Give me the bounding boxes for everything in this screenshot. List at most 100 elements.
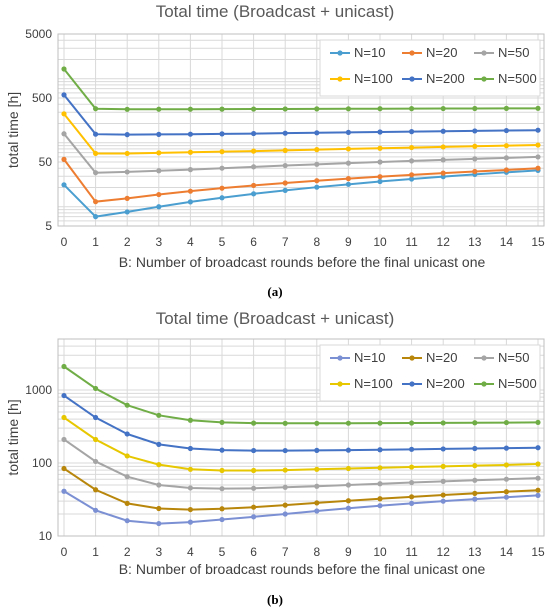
- data-point: [61, 392, 67, 399]
- data-point: [187, 445, 193, 452]
- data-point: [472, 490, 478, 496]
- series-line: [63, 68, 539, 111]
- data-point: [409, 500, 415, 506]
- x-tick-label: 6: [250, 235, 257, 249]
- y-tick-label: 5000: [25, 27, 52, 41]
- y-tick-label: 100: [32, 456, 52, 470]
- data-point: [282, 511, 288, 517]
- data-point: [156, 131, 162, 137]
- figure-caption: (b): [267, 592, 283, 607]
- data-point: [377, 129, 383, 135]
- x-tick-label: 15: [531, 545, 545, 559]
- data-point: [93, 106, 99, 112]
- data-point: [251, 106, 257, 112]
- data-point: [156, 412, 162, 418]
- data-point: [156, 191, 162, 198]
- data-point: [345, 129, 351, 136]
- data-point: [124, 518, 130, 524]
- x-axis-label: B: Number of broadcast rounds before the…: [119, 561, 486, 577]
- x-tick-label: 14: [500, 545, 514, 559]
- y-tick-label: 5: [45, 219, 52, 233]
- data-point: [535, 475, 541, 481]
- legend: [319, 39, 541, 97]
- chart-title: Total time (Broadcast + unicast): [156, 2, 395, 21]
- data-point: [124, 106, 130, 112]
- y-tick-label: 50: [39, 155, 53, 169]
- data-point: [219, 106, 225, 112]
- data-point: [251, 447, 257, 454]
- data-point: [93, 199, 99, 205]
- chart-a: Total time (Broadcast + unicast)55050050…: [5, 2, 545, 299]
- legend-label: N=50: [498, 350, 529, 365]
- legend-marker: [409, 76, 415, 82]
- legend-label: N=500: [498, 376, 537, 391]
- series-line: [63, 416, 539, 472]
- data-point: [124, 402, 130, 408]
- data-point: [345, 146, 351, 152]
- x-tick-label: 12: [437, 235, 451, 249]
- data-point: [472, 143, 478, 149]
- data-point: [219, 467, 225, 474]
- data-point: [345, 160, 351, 166]
- x-tick-label: 4: [187, 545, 194, 559]
- x-tick-label: 9: [345, 235, 352, 249]
- data-point: [314, 508, 320, 514]
- data-point: [409, 420, 415, 426]
- data-point: [377, 174, 383, 180]
- data-point: [187, 131, 193, 137]
- data-point: [472, 168, 478, 175]
- legend: [319, 344, 541, 402]
- x-axis-label: B: Number of broadcast rounds before the…: [119, 254, 486, 270]
- x-tick-label: 12: [437, 545, 451, 559]
- data-point: [409, 129, 415, 135]
- data-point: [124, 431, 130, 437]
- figure-caption: (a): [267, 284, 282, 299]
- legend-label: N=10: [354, 45, 385, 60]
- data-point: [282, 447, 288, 454]
- data-point: [503, 105, 509, 111]
- data-point: [345, 482, 351, 488]
- data-point: [440, 128, 446, 134]
- legend-marker: [481, 355, 487, 361]
- data-point: [282, 106, 288, 112]
- legend-marker: [337, 355, 343, 361]
- data-point: [472, 496, 478, 502]
- data-point: [124, 169, 130, 175]
- data-point: [377, 420, 383, 426]
- legend-marker: [409, 381, 415, 387]
- data-point: [124, 131, 130, 138]
- data-point: [535, 127, 541, 133]
- series-line: [63, 438, 539, 490]
- data-point: [377, 178, 383, 185]
- plot-area: [57, 338, 545, 537]
- data-point: [409, 144, 415, 151]
- data-point: [61, 156, 67, 162]
- data-point: [187, 417, 193, 423]
- data-point: [251, 504, 257, 510]
- data-point: [93, 458, 99, 465]
- legend-marker: [481, 76, 487, 82]
- data-point: [440, 170, 446, 176]
- legend-marker: [409, 50, 415, 56]
- x-tick-label: 4: [187, 235, 194, 249]
- data-point: [156, 150, 162, 156]
- data-point: [124, 453, 130, 459]
- data-point: [187, 519, 193, 525]
- data-point: [282, 420, 288, 426]
- x-tick-label: 14: [500, 235, 514, 249]
- data-point: [503, 494, 509, 500]
- data-point: [503, 445, 509, 451]
- data-point: [472, 445, 478, 452]
- y-tick-label: 10: [39, 529, 53, 543]
- data-point: [251, 467, 257, 474]
- legend-marker: [337, 76, 343, 82]
- data-point: [61, 488, 67, 494]
- chart-title: Total time (Broadcast + unicast): [156, 309, 395, 328]
- series-line: [63, 169, 539, 218]
- data-point: [314, 178, 320, 184]
- data-point: [472, 105, 478, 112]
- data-point: [345, 447, 351, 453]
- data-point: [503, 143, 509, 149]
- data-point: [314, 106, 320, 112]
